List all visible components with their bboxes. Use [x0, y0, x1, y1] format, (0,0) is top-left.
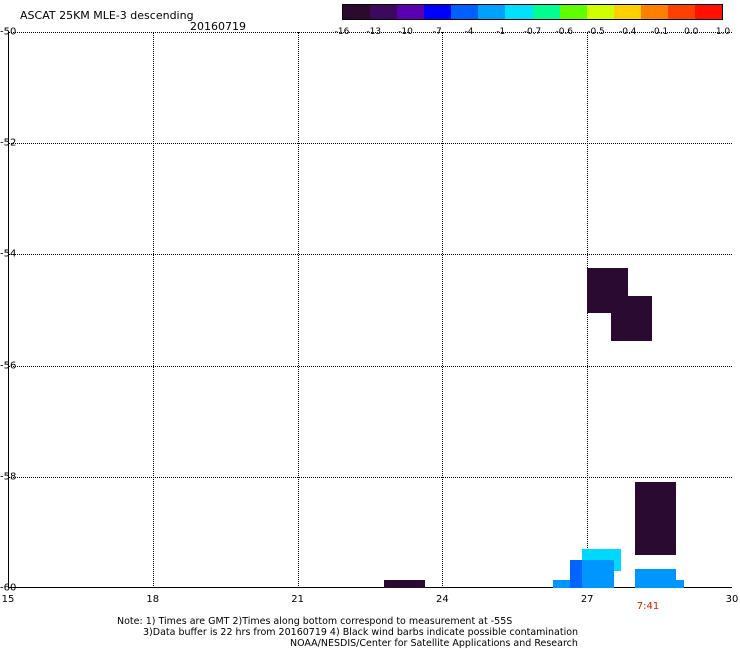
colorbar-segment: [370, 5, 398, 19]
horizontal-gridline: [8, 32, 732, 33]
colorbar-segment: [478, 5, 506, 19]
horizontal-gridline: [8, 254, 732, 256]
data-cell: [635, 482, 677, 555]
colorbar-segment: [343, 5, 371, 19]
colorbar-segment: [397, 5, 425, 19]
horizontal-gridline: [8, 143, 732, 145]
note-line-1: Note: 1) Times are GMT 2)Times along bot…: [117, 616, 513, 627]
colorbar-segment: [667, 5, 696, 19]
colorbar-segment: [640, 5, 668, 19]
colorbar: [342, 4, 723, 20]
data-cell: [611, 296, 653, 341]
data-cell: [635, 579, 684, 588]
colorbar-segment: [559, 5, 587, 19]
y-tick-label: -54: [0, 248, 17, 260]
vertical-gridline: [442, 32, 444, 588]
vertical-gridline: [152, 32, 154, 588]
x-tick-label: 18: [146, 594, 160, 605]
colorbar-segment: [586, 5, 614, 19]
colorbar-segment: [451, 5, 479, 19]
note-line-3: NOAA/NESDIS/Center for Satellite Applica…: [290, 638, 578, 649]
vertical-gridline: [297, 32, 299, 588]
y-tick-label: -58: [0, 471, 17, 483]
note-line-2: 3)Data buffer is 22 hrs from 20160719 4)…: [143, 627, 579, 638]
x-tick-label: 30: [725, 594, 739, 605]
horizontal-gridline: [8, 365, 732, 367]
y-tick-label: -52: [0, 137, 17, 149]
horizontal-gridline: [8, 476, 732, 478]
time-label: 7:41: [636, 601, 660, 612]
x-tick-label: 21: [291, 594, 304, 605]
map-date: 20160719: [190, 20, 246, 33]
y-tick-label: -50: [0, 26, 17, 38]
colorbar-segment: [613, 5, 641, 19]
colorbar-segment: [695, 5, 723, 19]
map-title: ASCAT 25KM MLE-3 descending: [20, 9, 194, 22]
data-cell: [384, 579, 426, 588]
y-tick-label: -60: [0, 582, 17, 594]
colorbar-segment: [532, 5, 560, 19]
y-tick-label: -56: [0, 360, 17, 372]
x-tick-label: 24: [436, 594, 449, 605]
map-plot-area: [8, 32, 732, 588]
x-tick-label: 15: [1, 594, 15, 605]
x-tick-label: 27: [580, 594, 594, 605]
data-cell: [635, 568, 677, 580]
data-cell: [582, 560, 614, 588]
colorbar-segment: [505, 5, 533, 19]
colorbar-segment: [424, 5, 452, 19]
